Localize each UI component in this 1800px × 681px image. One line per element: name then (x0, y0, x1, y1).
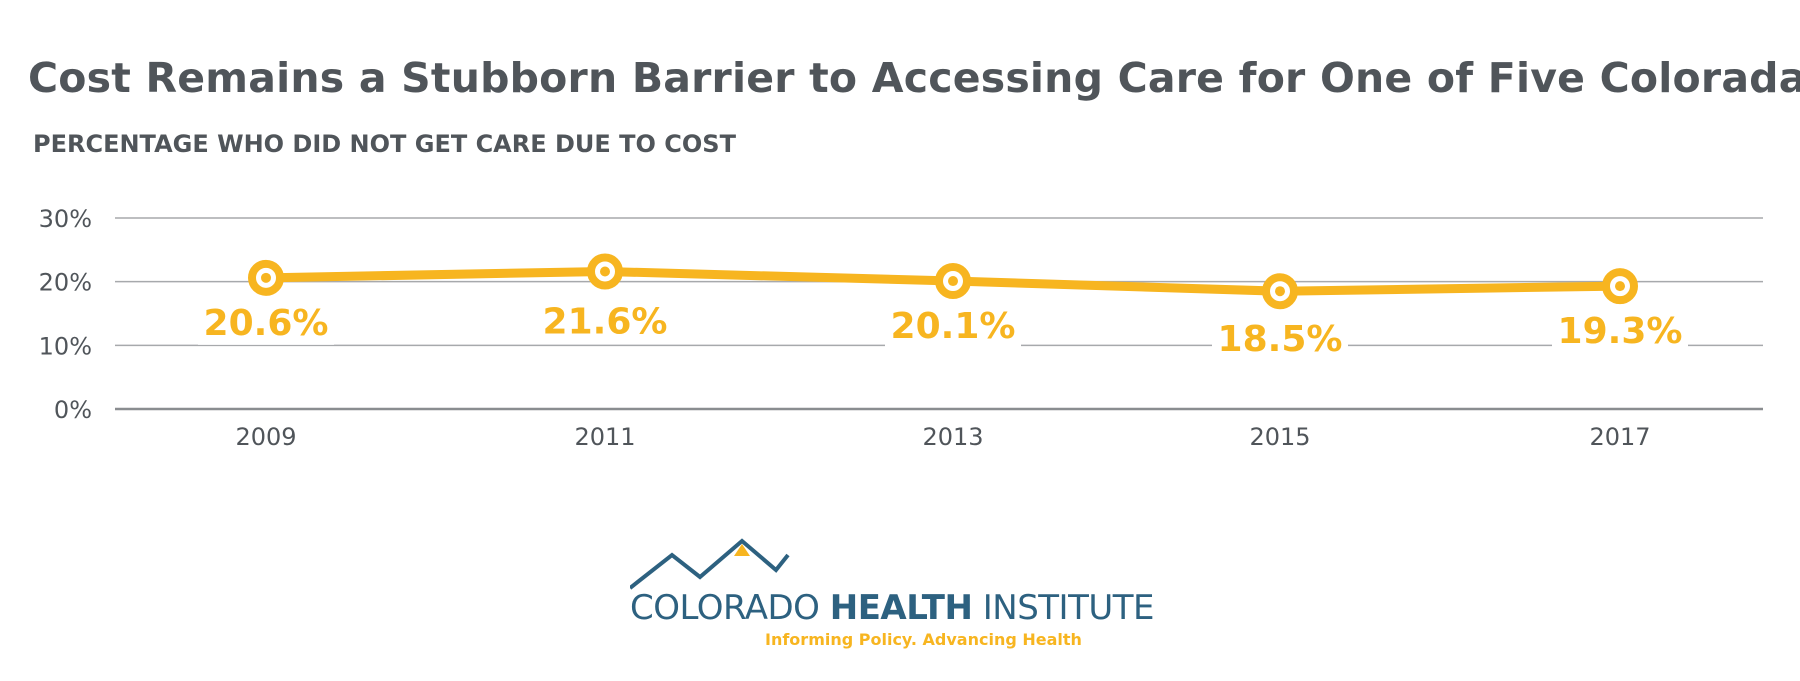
x-tick-label: 2013 (922, 423, 983, 451)
y-tick-label: 30% (39, 205, 92, 233)
chart-title: Cost Remains a Stubborn Barrier to Acces… (28, 54, 1800, 102)
y-tick-label: 20% (39, 269, 92, 297)
chart-subtitle: PERCENTAGE WHO DID NOT GET CARE DUE TO C… (33, 130, 736, 158)
data-label-background (198, 300, 334, 345)
x-tick-label: 2009 (235, 423, 296, 451)
data-label: 18.5% (1218, 319, 1343, 360)
data-label-background (885, 304, 1021, 349)
mountain-logo-icon (630, 538, 790, 590)
y-axis-ticks: 0% 10% 20% 30% (39, 205, 92, 424)
y-tick-label: 0% (54, 396, 92, 424)
logo-word-institute: INSTITUTE (972, 588, 1155, 628)
y-tick-label: 10% (39, 332, 92, 360)
x-tick-label: 2015 (1249, 423, 1310, 451)
data-labels: 20.6% 21.6% 20.1% 18.5% 19.3% (198, 299, 1688, 362)
data-label-background (1212, 317, 1348, 362)
logo-word-colorado: COLORADO (630, 588, 830, 628)
data-point-center (1275, 286, 1285, 297)
data-label-background (537, 299, 673, 344)
data-point-center (948, 276, 958, 287)
data-label: 20.1% (891, 306, 1016, 347)
data-label: 19.3% (1558, 311, 1683, 352)
logo-tagline: Informing Policy. Advancing Health (765, 630, 1082, 649)
data-point-center (261, 272, 271, 283)
x-tick-label: 2011 (574, 423, 635, 451)
data-label-background (1552, 309, 1688, 354)
data-label: 20.6% (204, 303, 329, 344)
x-tick-label: 2017 (1589, 423, 1650, 451)
data-point-center (600, 266, 610, 277)
logo-word-health: HEALTH (829, 588, 973, 628)
data-points (248, 253, 1638, 310)
data-point-center (1615, 281, 1625, 292)
data-label: 21.6% (543, 301, 668, 342)
logo-wordmark: COLORADO HEALTH INSTITUTE (630, 588, 1154, 628)
x-axis-ticks: 2009 2011 2013 2015 2017 (235, 423, 1650, 451)
